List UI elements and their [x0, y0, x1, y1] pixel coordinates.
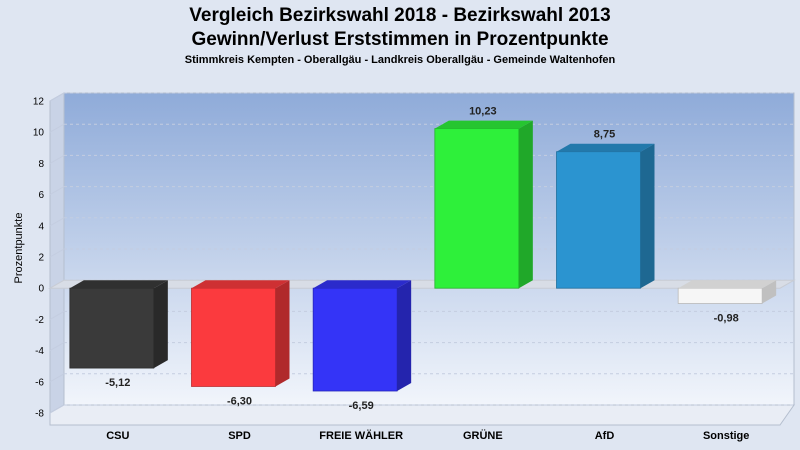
bar-front [312, 287, 398, 392]
category-label: Sonstige [703, 430, 749, 442]
plot-background [49, 92, 795, 426]
gridline-wall [49, 154, 65, 164]
value-label: -6,30 [227, 395, 252, 407]
y-tick-label: 10 [33, 128, 45, 139]
category-labels: CSU SPD FREIE WÄHLER GRÜNE AfD Sonstige [106, 429, 749, 442]
value-labels: -5,12 -6,30 -6,59 10,23 8,75 -0,98 [105, 106, 738, 412]
bar-top [678, 280, 777, 289]
bar-side [762, 280, 777, 304]
bar-side [153, 280, 168, 369]
category-label: CSU [106, 430, 129, 442]
y-tick-label: -8 [35, 409, 44, 420]
bars [69, 120, 777, 392]
gridline-wall [49, 123, 65, 133]
bar-top [434, 120, 533, 129]
y-tick-label: -2 [35, 315, 44, 326]
gridline-wall [49, 92, 65, 102]
bar-front [191, 287, 276, 387]
chart-title-line2: Gewinn/Verlust Erststimmen in Prozentpun… [191, 29, 609, 50]
value-label: 10,23 [469, 106, 497, 118]
gridline-wall [49, 373, 65, 383]
bar-top [191, 280, 290, 289]
bar-freie-w-hler [312, 280, 412, 392]
bar-front [69, 287, 155, 369]
gridline-wall [49, 404, 65, 414]
y-tick-label: 4 [38, 221, 44, 232]
chart-subtitle: Stimmkreis Kempten - Oberallgäu - Landkr… [184, 54, 616, 66]
chart-title-line1: Vergleich Bezirkswahl 2018 - Bezirkswahl… [189, 5, 611, 26]
bar-csu [69, 280, 168, 369]
bar-spd [191, 280, 290, 387]
bar-side [640, 143, 655, 289]
bar-gr-ne [434, 120, 533, 289]
bar-side [518, 120, 533, 289]
bar-front [434, 128, 520, 289]
y-tick-label: -4 [35, 346, 44, 357]
value-label: 8,75 [594, 129, 615, 141]
bar-side [275, 280, 290, 387]
bar-sonstige [677, 280, 777, 304]
y-tick-label: 12 [33, 97, 45, 108]
bar-top [556, 143, 655, 152]
gridline-wall [49, 342, 65, 352]
bar-top [313, 280, 412, 289]
gridline-wall [49, 310, 65, 320]
value-label: -5,12 [105, 377, 130, 389]
bar-side [397, 280, 412, 392]
y-tick-label: -6 [35, 377, 44, 388]
bar-top [69, 280, 168, 289]
plot-floor [49, 404, 795, 426]
y-tick-label: 2 [38, 253, 44, 264]
gridline-wall [49, 217, 65, 227]
bar-front [677, 287, 763, 304]
gridline-wall [49, 248, 65, 258]
value-label: -0,98 [714, 312, 739, 324]
y-axis-title: Prozentpunkte [13, 213, 25, 284]
y-tick-label: 8 [38, 159, 44, 170]
bar-afd [556, 143, 655, 289]
bar-front [556, 151, 641, 289]
plot-area [49, 92, 795, 414]
category-label: FREIE WÄHLER [319, 429, 403, 442]
value-label: -6,59 [349, 400, 374, 412]
y-tick-label: 0 [38, 284, 44, 295]
y-axis-ticks: -8 -6 -4 -2 0 2 4 6 8 10 12 [33, 97, 45, 420]
category-label: AfD [595, 430, 615, 442]
category-label: GRÜNE [463, 429, 503, 442]
gridline-wall [49, 186, 65, 196]
category-label: SPD [228, 430, 251, 442]
y-tick-label: 6 [38, 190, 44, 201]
